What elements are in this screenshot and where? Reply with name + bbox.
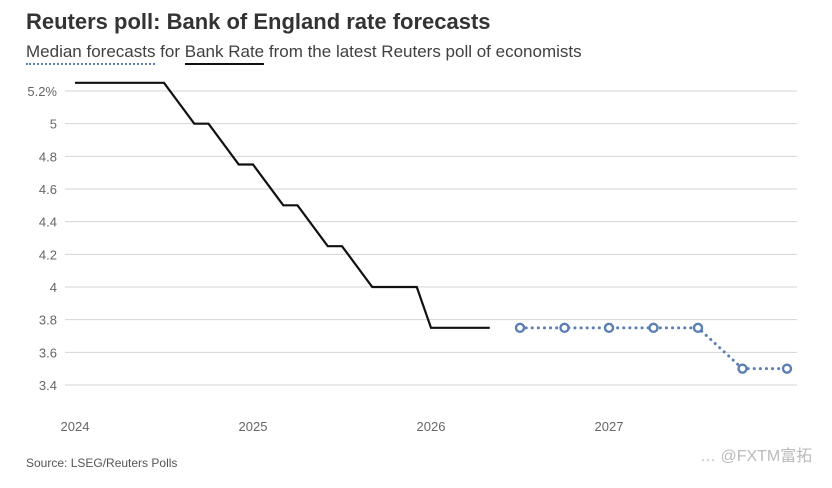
gridlines xyxy=(65,90,797,386)
series-line-median-forecasts xyxy=(518,326,789,371)
y-tick-label: 4.2 xyxy=(39,247,57,262)
y-tick-label: 5 xyxy=(50,117,57,132)
legend-median-forecasts: Median forecasts xyxy=(26,42,156,65)
series-line-bank-rate xyxy=(75,81,490,329)
legend-bank-rate: Bank Rate xyxy=(184,42,265,65)
forecast-point xyxy=(737,363,748,374)
y-tick-label: 3.6 xyxy=(39,345,57,360)
source-note: Source: LSEG/Reuters Polls xyxy=(26,456,178,470)
x-tick-label: 2026 xyxy=(417,419,446,434)
y-tick-label: 4.6 xyxy=(39,182,57,197)
x-tick-label: 2025 xyxy=(239,419,268,434)
forecast-point xyxy=(781,363,793,374)
forecast-point xyxy=(603,322,615,334)
y-tick-label: 4.8 xyxy=(39,149,57,164)
forecast-point xyxy=(648,322,659,334)
x-axis-ticks: 2024 2025 2026 2027 xyxy=(61,419,624,434)
y-tick-label: 3.8 xyxy=(39,313,57,328)
subtitle-rest: from the latest Reuters poll of economis… xyxy=(264,42,582,61)
forecast-point xyxy=(692,322,704,334)
forecast-point xyxy=(559,322,570,334)
series-layer xyxy=(75,81,793,374)
chart-subtitle: Median forecasts for Bank Rate from the … xyxy=(26,42,582,65)
x-tick-label: 2024 xyxy=(61,419,90,434)
subtitle-connector: for xyxy=(155,42,185,61)
y-tick-label: 4.4 xyxy=(39,215,57,230)
y-tick-label: 4 xyxy=(50,280,57,295)
x-tick-label: 2027 xyxy=(595,419,624,434)
chart-title: Reuters poll: Bank of England rate forec… xyxy=(26,9,491,34)
y-tick-label: 3.4 xyxy=(39,378,57,393)
y-tick-label: 5.2% xyxy=(27,84,57,99)
watermark: … @FXTM富拓 xyxy=(700,448,813,465)
forecast-point xyxy=(514,322,526,334)
y-axis-ticks: 3.4 3.6 3.8 4 4.2 4.4 4.6 4.8 5 5.2% xyxy=(27,84,57,393)
